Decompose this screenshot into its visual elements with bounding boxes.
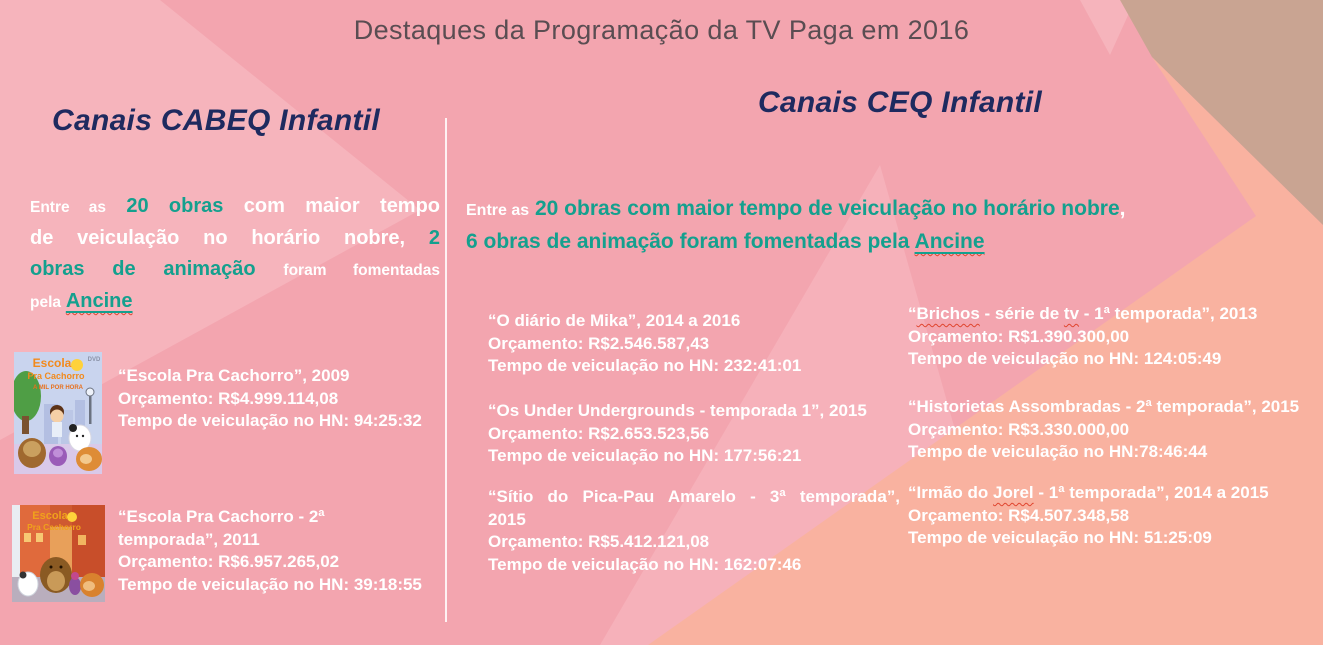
cover2-logo-line1: Escola — [32, 510, 68, 522]
left-intro-paragraph: Entre as 20 obras com maior tempo de vei… — [30, 191, 440, 318]
program-airtime: Tempo de veiculação no HN: 232:41:01 — [488, 356, 802, 375]
ancine-link-wrap: Ancine — [66, 290, 133, 312]
program-item-jorel: “Irmão do Jorel - 1ª temporada”, 2014 a … — [908, 482, 1323, 550]
orange-dog-muzzle — [83, 581, 95, 591]
left-section-heading: Canais CABEQ Infantil — [52, 104, 381, 137]
left-intro-line2: de veiculação no horário nobre, 2 — [30, 227, 440, 249]
ancine-link[interactable]: Ancine — [65, 290, 133, 312]
sun-icon — [71, 359, 83, 371]
program-item-under-undergrounds: “Os Under Undergrounds - temporada 1”, 2… — [488, 400, 900, 468]
bg-facet-topleft — [0, 0, 420, 440]
lamppost-icon — [89, 394, 92, 424]
cover1-logo-line1: Escola — [33, 356, 72, 370]
column-divider — [445, 118, 447, 622]
program-airtime: Tempo de veiculação no HN: 39:18:55 — [118, 574, 422, 594]
sun-icon — [67, 512, 77, 522]
right-intro-paragraph: Entre as 20 obras com maior tempo de vei… — [466, 193, 1266, 257]
cover2-window — [24, 533, 31, 542]
purple-character — [69, 577, 81, 595]
program-item-escola-1: “Escola Pra Cachorro”, 2009 Orçamento: R… — [118, 365, 448, 433]
big-brown-dog-eye — [59, 565, 63, 569]
slide-title: Destaques da Programação da TV Paga em 2… — [353, 15, 970, 45]
program-budget: Orçamento: R$2.653.523,56 — [488, 423, 710, 443]
program-item-escola-2: “Escola Pra Cachorro - 2ª temporada”, 201… — [118, 506, 458, 596]
white-dog-ear — [69, 424, 77, 432]
bg-facet-tan — [1120, 0, 1323, 225]
tree-icon — [14, 371, 41, 421]
purple-dog-face — [53, 448, 63, 458]
dvd-cover-escola-pra-cachorro-1: Escola Pra Cachorro DVD A MIL POR HORA — [14, 352, 102, 474]
program-budget: Orçamento: R$1.390.300,00 — [908, 326, 1130, 346]
program-item-mika: “O diário de Mika”, 2014 a 2016 Orçament… — [488, 310, 900, 378]
program-airtime: Tempo de veiculação no HN: 177:56:21 — [488, 446, 802, 465]
cover2-window — [36, 533, 43, 542]
program-title: “Escola Pra Cachorro - 2ª temporada”, 201… — [118, 507, 325, 549]
cover2-building-right — [72, 505, 105, 580]
kid-body — [52, 422, 62, 437]
program-budget: Orçamento: R$5.412.121,08 — [488, 532, 710, 551]
left-intro-line1: Entre as 20 obras com maior tempo — [30, 195, 441, 217]
lamppost-lamp — [85, 387, 95, 397]
program-title: “Historietas Assombradas - 2ª temporada”… — [908, 397, 1300, 416]
ancine-link-wrap: Ancine — [915, 230, 985, 253]
brown-dog-face — [23, 441, 41, 457]
program-item-historietas: “Historietas Assombradas - 2ª temporada”… — [908, 396, 1323, 464]
tree-trunk — [22, 416, 29, 434]
program-budget: Orçamento: R$3.330.000,00 — [908, 419, 1130, 439]
right-intro-line2: 6 obras de animação foram fomentadas pel… — [466, 230, 985, 253]
program-budget: Orçamento: R$4.999.114,08 — [118, 388, 339, 408]
cover2-left-strip — [12, 505, 20, 602]
program-airtime: Tempo de veiculação no HN: 124:05:49 — [908, 349, 1222, 368]
bg-facet-salmon — [648, 57, 1323, 645]
program-budget: Orçamento: R$6.957.265,02 — [118, 552, 340, 571]
left-intro-line3: obras de animação foram fomentadas — [30, 258, 440, 280]
program-title: “Os Under Undergrounds - temporada 1”, 2… — [488, 401, 867, 420]
white-dog-ear — [19, 571, 27, 579]
program-item-brichos: “Brichos - série de tv - 1ª temporada”, … — [908, 303, 1323, 371]
ancine-link[interactable]: Ancine — [914, 230, 985, 253]
cover1-logo-line2: Pra Cachorro — [27, 371, 85, 381]
cover2-window — [78, 535, 86, 545]
program-title: “Brichos - série de tv - 1ª temporada”, … — [908, 304, 1258, 323]
left-intro-line4: pela Ancine — [30, 290, 133, 312]
program-airtime: Tempo de veiculação no HN: 94:25:32 — [118, 411, 422, 430]
cover1-building — [75, 400, 85, 448]
program-budget: Orçamento: R$2.546.587,43 — [488, 333, 710, 353]
white-dog-eye — [75, 434, 79, 438]
right-intro-line1: Entre as 20 obras com maior tempo de vei… — [466, 197, 1126, 220]
purple-character-hat — [71, 572, 79, 580]
dvd-label: DVD — [88, 357, 101, 363]
program-title: “Irmão do Jorel - 1ª temporada”, 2014 a … — [908, 483, 1269, 502]
cover1-subtitle: A MIL POR HORA — [33, 385, 84, 391]
program-budget: Orçamento: R$4.507.348,58 — [908, 505, 1130, 525]
orange-dog-muzzle — [80, 454, 92, 464]
kid-face — [50, 409, 64, 423]
program-airtime: Tempo de veiculação no HN: 51:25:09 — [908, 528, 1212, 547]
white-dog-eye — [81, 434, 85, 438]
program-item-sitio: “Sítio do Pica-Pau Amarelo - 3ª temporad… — [488, 486, 900, 576]
cover2-logo-line2: Pra Cachorro — [27, 522, 81, 532]
program-title: “Sítio do Pica-Pau Amarelo - 3ª temporad… — [488, 487, 900, 529]
program-title: “Escola Pra Cachorro”, 2009 — [118, 366, 350, 385]
program-title: “O diário de Mika”, 2014 a 2016 — [488, 311, 741, 330]
right-section-heading: Canais CEQ Infantil — [757, 86, 1043, 119]
program-airtime: Tempo de veiculação no HN: 162:07:46 — [488, 554, 802, 574]
big-brown-dog-eye — [49, 565, 53, 569]
dvd-cover-escola-pra-cachorro-2: Escola Pra Cachorro — [12, 505, 105, 602]
big-brown-dog-belly — [47, 571, 65, 591]
program-airtime: Tempo de veiculação no HN:78:46:44 — [908, 442, 1208, 461]
bg-facet-topright-light — [1080, 0, 1135, 55]
